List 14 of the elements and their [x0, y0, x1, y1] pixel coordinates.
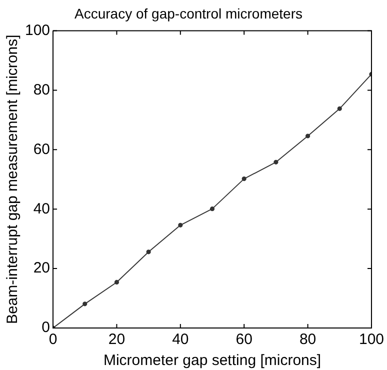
chart-title: Accuracy of gap-control micrometers — [74, 5, 302, 22]
y-tick-label: 40 — [33, 200, 50, 218]
x-tick-label: 60 — [236, 331, 252, 348]
y-tick-label: 100 — [24, 22, 50, 39]
y-tick-label: 20 — [33, 260, 50, 277]
y-tick-label: 60 — [33, 140, 50, 158]
y-axis-title: Beam-interrupt gap measurement [microns] — [4, 34, 22, 324]
x-tick-label: 80 — [299, 331, 316, 348]
x-tick-label: 20 — [108, 331, 126, 348]
y-tick-label: 80 — [33, 81, 50, 98]
y-tick-label: 0 — [42, 319, 50, 336]
x-axis-title: Micrometer gap setting [microns] — [103, 352, 322, 370]
x-tick-label: 100 — [358, 331, 384, 348]
x-tick-label: 40 — [172, 331, 189, 348]
